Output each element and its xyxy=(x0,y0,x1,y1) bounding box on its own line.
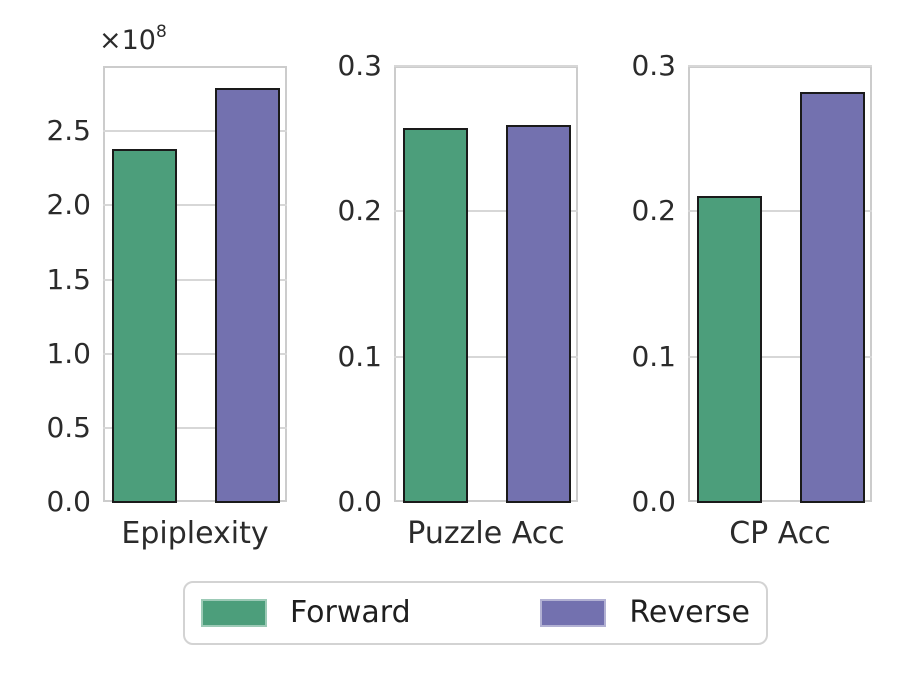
ytick-label-puzzle-acc: 0.1 xyxy=(337,339,382,373)
xaxis-label-epiplexity: Epiplexity xyxy=(121,516,269,551)
xaxis-label-puzzle-acc: Puzzle Acc xyxy=(407,516,565,551)
gridline-puzzle-acc xyxy=(394,355,578,358)
offset-base: ×10 xyxy=(99,25,156,56)
legend-entry-reverse: Reverse xyxy=(540,598,750,628)
forward-swatch xyxy=(201,599,267,627)
ytick-label-epiplexity: 0.0 xyxy=(46,485,91,518)
gridline-cp-acc xyxy=(688,210,872,213)
gridline-epiplexity xyxy=(103,426,287,429)
bar-reverse-puzzle-acc xyxy=(505,125,572,503)
bar-forward-puzzle-acc xyxy=(402,128,469,503)
gridline-cp-acc xyxy=(688,65,872,67)
bar-reverse-epiplexity xyxy=(214,87,281,503)
gridline-puzzle-acc xyxy=(394,210,578,213)
offset-exponent: 8 xyxy=(155,22,167,42)
ytick-label-epiplexity: 0.5 xyxy=(46,410,91,444)
bar-reverse-cp-acc xyxy=(799,91,866,503)
ytick-label-cp-acc: 0.0 xyxy=(631,485,676,518)
legend-label-reverse: Reverse xyxy=(629,595,750,630)
gridline-epiplexity xyxy=(103,278,287,281)
ytick-label-epiplexity: 2.5 xyxy=(46,114,91,148)
gridline-epiplexity xyxy=(103,130,287,133)
gridline-epiplexity xyxy=(103,352,287,355)
legend: Forward Reverse xyxy=(183,581,768,645)
xaxis-label-cp-acc: CP Acc xyxy=(729,516,831,551)
ytick-label-puzzle-acc: 0.3 xyxy=(337,49,382,82)
bar-forward-epiplexity xyxy=(111,148,178,503)
ytick-label-epiplexity: 2.0 xyxy=(46,188,91,222)
axis-offset-text-epiplexity: ×108 xyxy=(99,22,167,56)
bar-forward-cp-acc xyxy=(696,196,763,503)
ytick-label-epiplexity: 1.0 xyxy=(46,336,91,370)
ytick-label-cp-acc: 0.3 xyxy=(631,49,676,82)
ytick-label-cp-acc: 0.1 xyxy=(631,339,676,373)
ytick-label-puzzle-acc: 0.2 xyxy=(337,194,382,228)
legend-label-forward: Forward xyxy=(290,595,411,630)
gridline-puzzle-acc xyxy=(394,65,578,67)
ytick-label-epiplexity: 1.5 xyxy=(46,262,91,296)
legend-entry-forward: Forward xyxy=(201,598,411,628)
ytick-label-puzzle-acc: 0.0 xyxy=(337,485,382,518)
gridline-cp-acc xyxy=(688,355,872,358)
ytick-label-cp-acc: 0.2 xyxy=(631,194,676,228)
reverse-swatch xyxy=(540,599,607,627)
gridline-epiplexity xyxy=(103,204,287,207)
